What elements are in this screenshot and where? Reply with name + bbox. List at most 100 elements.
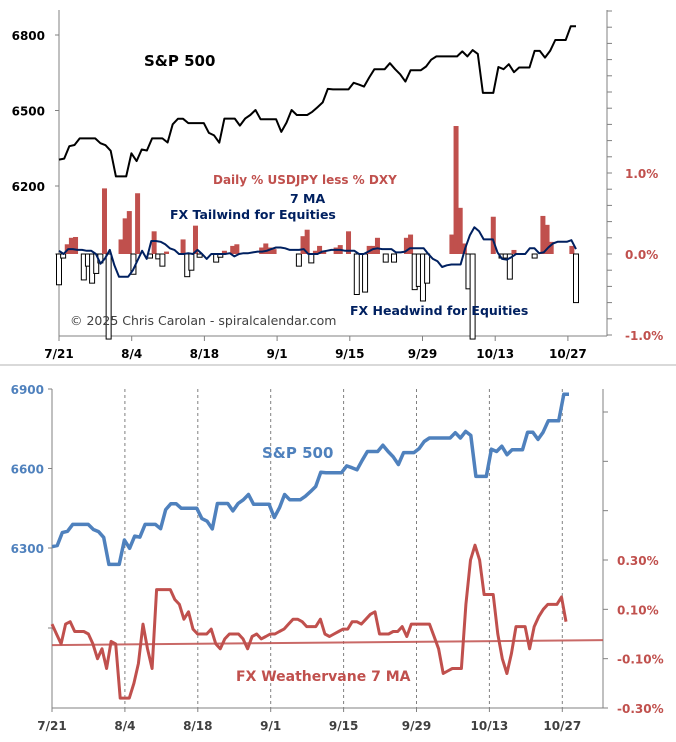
trend-line [51, 639, 604, 647]
sp500-line [58, 25, 576, 178]
top-bars-label: Daily % USDJPY less % DXY [213, 173, 397, 187]
bar-negative [382, 253, 389, 263]
copyright-text: © 2025 Chris Carolan - spiralcalendar.co… [70, 313, 337, 328]
bottom-x-tick-label: 7/21 [37, 719, 66, 733]
top-right-tick-label: 0.0% [625, 248, 658, 262]
top-bars [56, 126, 579, 340]
bottom-x-tick-label: 10/13 [471, 719, 509, 733]
bar-negative [159, 253, 166, 267]
bar-positive [118, 239, 124, 254]
bar-positive [317, 245, 323, 254]
top-x-tick-label: 8/4 [121, 347, 142, 361]
bar-positive [304, 229, 310, 254]
bar-positive [540, 215, 546, 254]
bar-negative [188, 253, 195, 271]
bar-positive [408, 234, 414, 254]
bottom-sp-label: S&P 500 [262, 444, 333, 462]
bar-negative [573, 253, 579, 304]
bottom-x-tick-label: 9/1 [260, 719, 281, 733]
bar-positive [180, 239, 186, 254]
bar-positive [569, 245, 575, 254]
bar-positive [346, 231, 352, 254]
bar-positive [449, 234, 455, 254]
top-x-tick-label: 7/21 [44, 347, 73, 361]
bottom-wv-label: FX Weathervane 7 MA [236, 669, 411, 685]
bar-positive [122, 218, 128, 254]
bar-negative [80, 253, 87, 281]
top-headwind-label: FX Headwind for Equities [350, 303, 528, 318]
bar-positive [151, 231, 157, 254]
top-chart: 6200 6500 6800 -1.0% 0.0% 1.0% 7/21 8/4 8/18 9/1 9… [12, 10, 664, 361]
bar-positive [192, 225, 198, 254]
top-left-tick-label: 6500 [12, 105, 45, 119]
bottom-tick-labels: 6300 6600 6900 -0.30% -0.10% 0.10% 0.30% 7/21 8/… [11, 383, 664, 733]
bottom-x-tick-label: 8/4 [114, 719, 135, 733]
bar-negative [531, 253, 538, 259]
bar-positive [73, 236, 79, 254]
bottom-right-tick-label: 0.30% [617, 554, 659, 568]
bar-negative [353, 253, 360, 295]
bar-positive [263, 243, 269, 254]
bar-positive [312, 250, 318, 254]
top-tick-labels: 6200 6500 6800 -1.0% 0.0% 1.0% 7/21 8/4 8/18 9/1 9… [12, 29, 664, 361]
bottom-left-tick-label: 6600 [11, 463, 44, 477]
bar-positive [126, 211, 132, 254]
bottom-left-tick-label: 6300 [11, 542, 44, 556]
sp500-line-blue [51, 392, 569, 567]
bar-negative [506, 253, 513, 280]
bar-negative [362, 253, 369, 293]
top-x-tick-label: 9/1 [267, 347, 288, 361]
bottom-lines [50, 392, 604, 700]
top-sp-label: S&P 500 [144, 52, 215, 70]
bar-negative [295, 253, 302, 267]
top-left-tick-label: 6200 [12, 180, 45, 194]
bar-positive [544, 224, 550, 254]
bottom-axes [48, 388, 608, 712]
bottom-right-tick-label: -0.10% [617, 653, 664, 667]
bar-negative [196, 253, 203, 258]
top-tailwind-label: FX Tailwind for Equities [170, 207, 336, 222]
top-left-tick-label: 6800 [12, 29, 45, 43]
bar-positive [403, 237, 409, 254]
bar-positive [221, 250, 227, 254]
top-x-tick-label: 9/15 [335, 347, 364, 361]
top-right-tick-label: 1.0% [625, 167, 658, 181]
bar-positive [300, 236, 306, 254]
bar-negative [424, 253, 431, 284]
bar-positive [490, 216, 496, 254]
bar-positive [511, 249, 517, 254]
top-x-tick-label: 9/29 [408, 347, 437, 361]
bar-positive [164, 251, 170, 254]
top-x-tick-label: 10/13 [476, 347, 514, 361]
bottom-x-tick-label: 9/29 [402, 719, 431, 733]
bar-positive [230, 245, 236, 254]
top-ma-label: 7 MA [290, 191, 325, 206]
bar-positive [374, 237, 380, 254]
bar-positive [457, 207, 463, 254]
top-lines [58, 25, 577, 278]
bottom-x-tick-label: 8/18 [183, 719, 212, 733]
bar-positive [453, 126, 459, 254]
bar-positive [321, 251, 327, 254]
chart-divider [0, 364, 676, 366]
bottom-x-tick-label: 10/27 [543, 719, 581, 733]
bar-negative [308, 253, 315, 264]
top-x-tick-label: 8/18 [190, 347, 219, 361]
bar-positive [366, 245, 372, 254]
bar-negative [469, 253, 476, 340]
bar-positive [234, 244, 240, 254]
bottom-left-tick-label: 6900 [11, 383, 44, 397]
ma-line [58, 226, 577, 278]
weathervane-line [50, 543, 568, 700]
bar-positive [101, 188, 107, 254]
top-right-tick-label: -1.0% [625, 329, 663, 343]
bar-positive [68, 237, 74, 254]
bar-positive [548, 241, 554, 254]
bottom-x-tick-label: 9/15 [329, 719, 358, 733]
bar-positive [135, 193, 141, 254]
bottom-right-tick-label: -0.30% [617, 702, 664, 716]
bar-negative [56, 253, 62, 286]
bar-positive [267, 247, 273, 254]
bar-positive [271, 249, 277, 254]
bar-negative [391, 253, 398, 263]
